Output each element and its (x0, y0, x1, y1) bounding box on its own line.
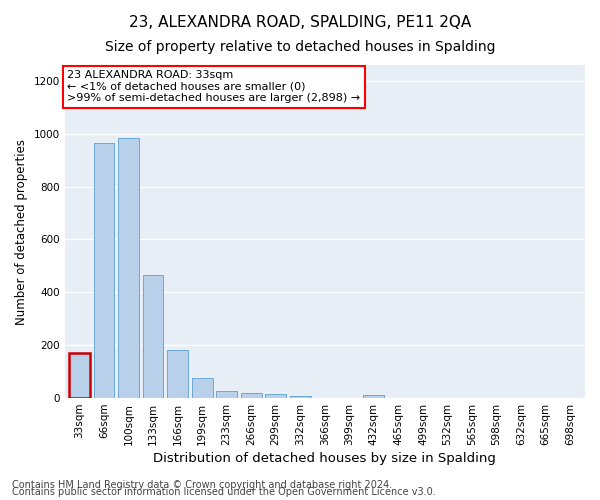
Bar (167, 350, 188, 398)
Bar (94, 143, 115, 398)
Text: 23, ALEXANDRA ROAD, SPALDING, PE11 2QA: 23, ALEXANDRA ROAD, SPALDING, PE11 2QA (129, 15, 471, 30)
Text: 23 ALEXANDRA ROAD: 33sqm
← <1% of detached houses are smaller (0)
>99% of semi-d: 23 ALEXANDRA ROAD: 33sqm ← <1% of detach… (67, 70, 361, 103)
Bar (265, 394, 286, 398)
Bar (241, 393, 262, 398)
Bar (290, 396, 311, 398)
Bar (364, 395, 385, 398)
Y-axis label: Number of detached properties: Number of detached properties (15, 138, 28, 324)
Text: Contains HM Land Registry data © Crown copyright and database right 2024.: Contains HM Land Registry data © Crown c… (12, 480, 392, 490)
Bar (118, 138, 139, 398)
X-axis label: Distribution of detached houses by size in Spalding: Distribution of detached houses by size … (154, 452, 496, 465)
Text: Size of property relative to detached houses in Spalding: Size of property relative to detached ho… (105, 40, 495, 54)
Text: Contains public sector information licensed under the Open Government Licence v3: Contains public sector information licen… (12, 487, 436, 497)
Bar (69, 353, 90, 398)
Bar (216, 391, 237, 398)
Bar (191, 378, 212, 398)
Bar (143, 275, 163, 398)
